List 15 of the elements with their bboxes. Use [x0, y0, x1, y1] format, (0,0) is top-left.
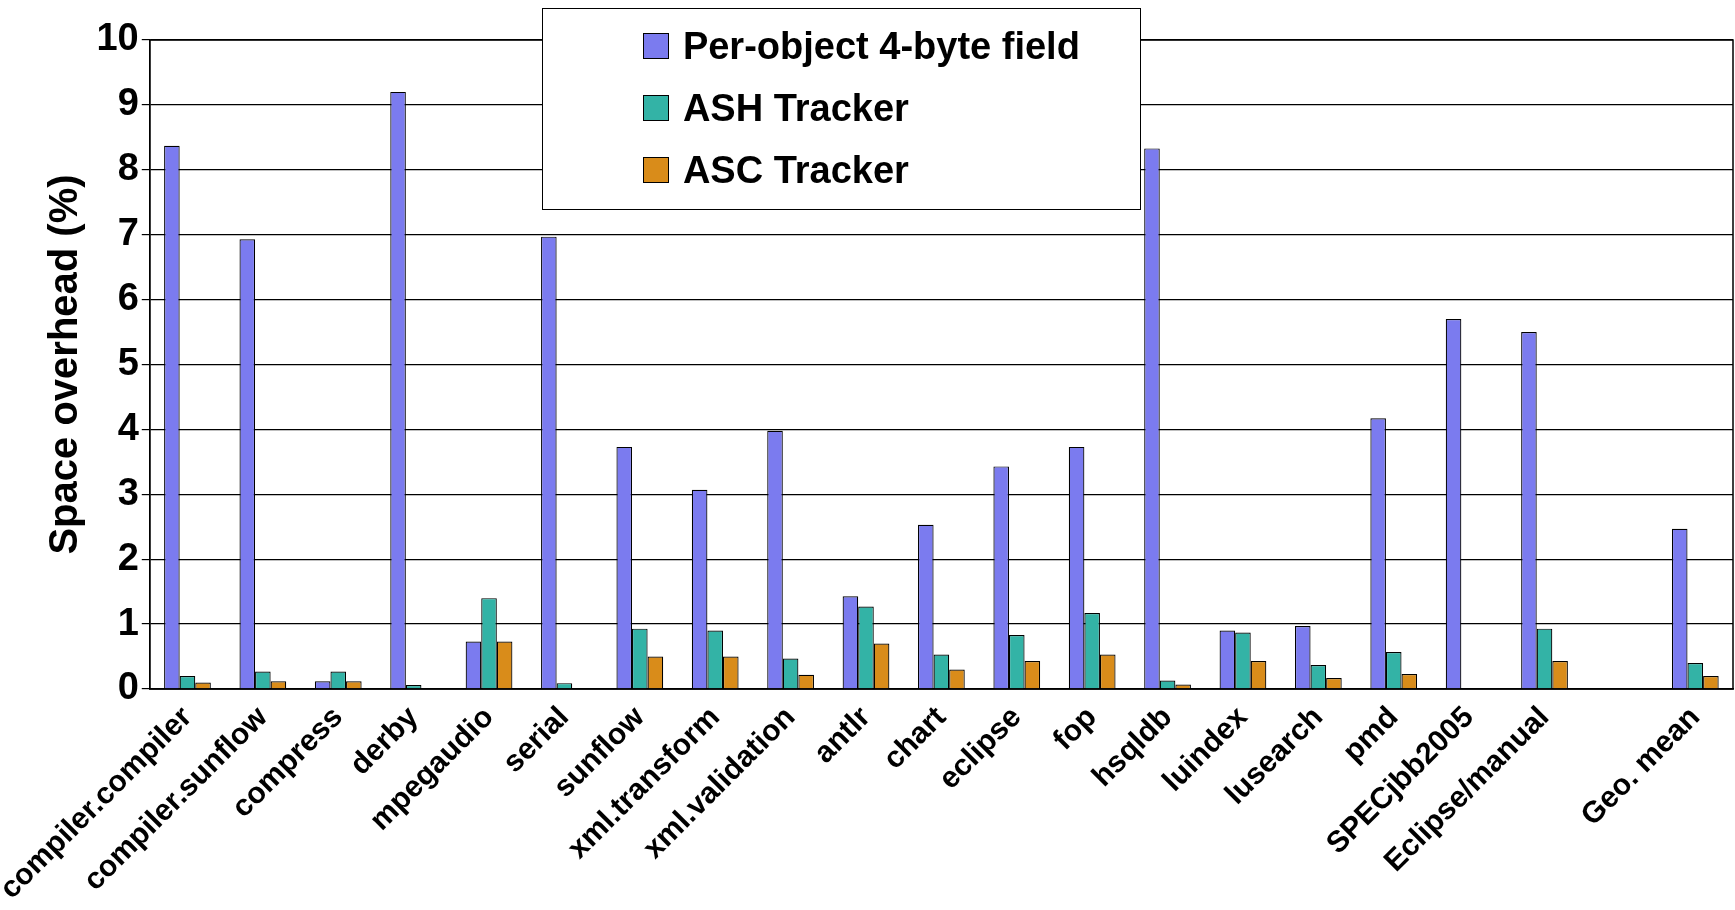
y-tick-label: 1 [117, 600, 139, 643]
legend-label: ASH Tracker [682, 86, 909, 130]
y-tick-label: 3 [117, 470, 139, 513]
y-axis-title: Space overhead (%) [40, 174, 85, 555]
legend-label: Per-object 4-byte field [682, 24, 1080, 68]
y-tick-label: 6 [117, 276, 139, 319]
y-tick-label: 0 [117, 665, 139, 708]
y-tick-label: 8 [117, 146, 139, 189]
y-tick-label: 4 [117, 405, 139, 448]
y-tick-label: 2 [117, 535, 139, 578]
legend-label: ASC Tracker [682, 148, 909, 192]
y-tick-label: 7 [117, 211, 139, 254]
y-tick-label: 5 [117, 340, 139, 383]
y-tick-label: 10 [96, 16, 139, 59]
y-tick-label: 9 [117, 81, 139, 124]
